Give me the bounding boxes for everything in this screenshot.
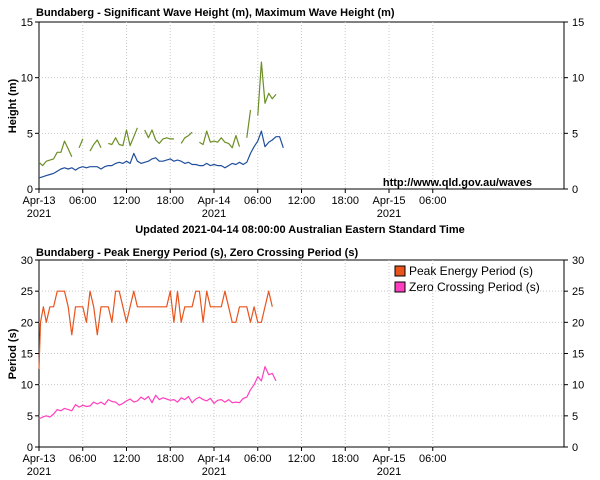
x-tick-label: 06:00 [244,453,272,465]
y-tick-label: 5 [27,411,33,423]
y-tick-label: 10 [572,73,584,85]
x-tick-label: Apr-14 [197,195,230,207]
x-tick-label-year: 2021 [377,208,401,220]
x-tick-label: 06:00 [69,195,97,207]
y-tick-label: 15 [572,349,584,361]
x-tick-label: Apr-13 [22,453,55,465]
x-tick-label: 18:00 [331,195,359,207]
y-tick-label: 10 [21,73,33,85]
series-group [38,290,277,420]
y-tick-label: 5 [572,128,578,140]
chart-title: Bundaberg - Significant Wave Height (m),… [36,7,395,19]
x-tick-label: 12:00 [113,195,141,207]
x-tick-label: 06:00 [244,195,272,207]
legend-swatch-zero-crossing [394,281,406,293]
updated-timestamp: Updated 2021-04-14 08:00:00 Australian E… [135,224,465,236]
y-axis-label: Height (m) [7,78,19,133]
y-tick-label: 20 [572,317,584,329]
y-axis-right: 0 5 10 15 20 25 30 [564,255,584,454]
source-url: http://www.qld.gov.au/waves [383,177,532,189]
x-tick-label: 12:00 [288,453,316,465]
y-axis-label: Period (s) [7,328,19,379]
x-tick-label-year: 2021 [202,208,226,220]
x-tick-label: 12:00 [113,453,141,465]
x-tick-label: 06:00 [419,195,447,207]
y-tick-label: 15 [21,349,33,361]
y-tick-label: 30 [21,255,33,267]
legend: Peak Energy Period (s) Zero Crossing Per… [394,264,540,294]
x-tick-label-year: 2021 [27,208,51,220]
x-tick-label-year: 2021 [202,466,226,478]
legend-item: Zero Crossing Period (s) [394,280,540,294]
wave-height-chart: Bundaberg - Significant Wave Height (m),… [7,7,584,220]
x-tick-label: Apr-15 [372,195,405,207]
y-tick-label: 15 [21,17,33,29]
y-tick-label: 20 [21,317,33,329]
x-tick-label: 18:00 [156,453,184,465]
x-tick-label-year: 2021 [377,466,401,478]
x-tick-label: Apr-13 [22,195,55,207]
chart-title: Bundaberg - Peak Energy Period (s), Zero… [36,247,358,259]
x-tick-label: Apr-15 [372,453,405,465]
y-tick-label: 25 [572,286,584,298]
series-line-hmax [38,61,277,167]
x-tick-label: 18:00 [156,195,184,207]
legend-label-zero-crossing: Zero Crossing Period (s) [409,280,540,294]
x-tick-label: Apr-14 [197,453,230,465]
series-line-hsig [38,130,284,179]
series-group [38,61,284,179]
y-tick-label: 25 [21,286,33,298]
series-line-tp [38,290,273,370]
y-tick-label: 15 [572,17,584,29]
x-tick-label: 18:00 [331,453,359,465]
y-tick-label: 5 [27,128,33,140]
legend-item: Peak Energy Period (s) [394,264,533,278]
y-tick-label: 0 [27,184,33,196]
legend-label-peak-energy: Peak Energy Period (s) [409,264,533,278]
y-tick-label: 5 [572,411,578,423]
y-axis-left: 0 5 10 15 20 25 30 [21,255,39,454]
x-tick-label: 12:00 [288,195,316,207]
y-tick-label: 30 [572,255,584,267]
x-tick-label: 06:00 [419,453,447,465]
wave-period-chart: Bundaberg - Peak Energy Period (s), Zero… [7,247,584,478]
x-tick-label-year: 2021 [27,466,51,478]
legend-swatch-peak-energy [394,265,406,277]
y-tick-label: 10 [21,380,33,392]
grid-lines [39,22,564,189]
y-tick-label: 0 [572,442,578,454]
y-axis-right: 0 5 10 15 [564,17,584,196]
y-tick-label: 0 [27,442,33,454]
x-tick-label: 06:00 [69,453,97,465]
y-axis-left: 0 5 10 15 [21,17,39,196]
series-line-tz [38,366,277,420]
y-tick-label: 0 [572,184,578,196]
y-tick-label: 10 [572,380,584,392]
